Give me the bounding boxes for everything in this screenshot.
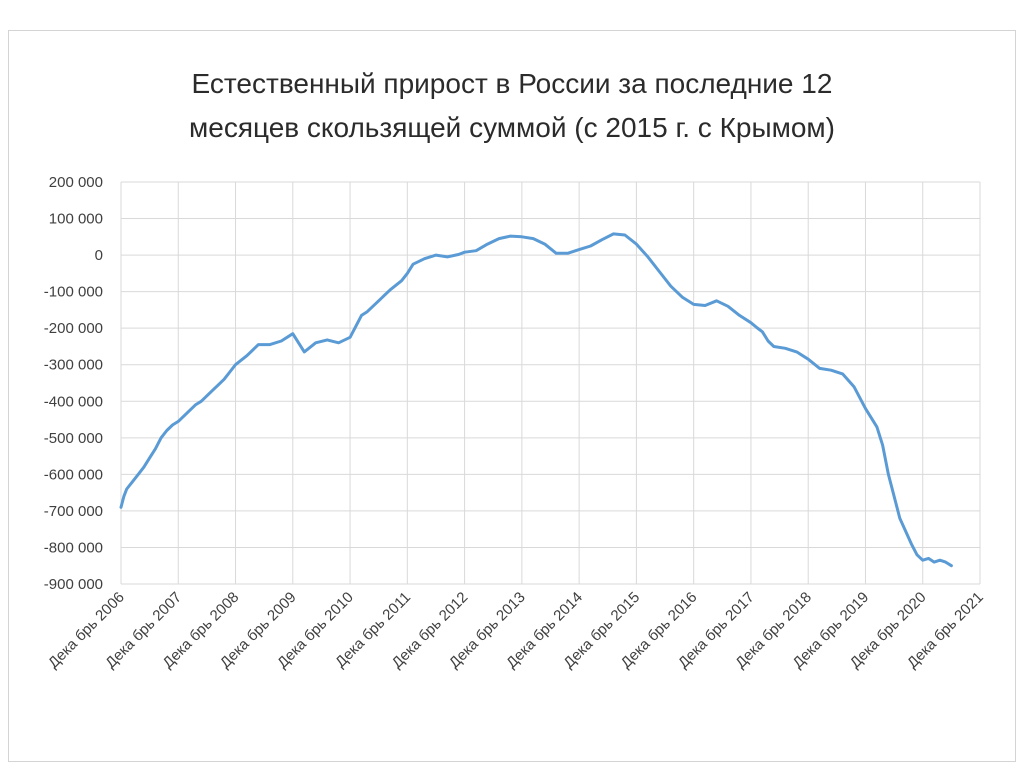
y-tick-label: -100 000 xyxy=(44,284,103,301)
y-tick-label: 100 000 xyxy=(49,211,103,228)
series-group xyxy=(119,232,953,568)
y-tick-label: -400 000 xyxy=(44,393,103,410)
y-axis-ticks: 200 000 100 000 0 -100 000 -200 000 -300 000 -… xyxy=(44,174,103,593)
y-tick-label: -600 000 xyxy=(44,466,103,483)
chart-title-line-2: месяцев скользящей суммой (с 2015 г. с К… xyxy=(189,112,835,143)
y-tick-label: -500 000 xyxy=(44,430,103,447)
gridlines xyxy=(120,181,981,585)
y-tick-label: -800 000 xyxy=(44,539,103,556)
chart-title: Естественный прирост в России за последн… xyxy=(0,62,1024,150)
y-tick-label: 0 xyxy=(95,247,103,264)
y-tick-label: -200 000 xyxy=(44,320,103,337)
chart-title-line-1: Естественный прирост в России за последн… xyxy=(191,68,833,99)
y-tick-label: 200 000 xyxy=(49,174,103,191)
y-tick-label: -300 000 xyxy=(44,357,103,374)
y-tick-label: -900 000 xyxy=(44,576,103,593)
chart-frame xyxy=(8,30,1016,762)
series-line xyxy=(119,232,953,568)
y-tick-label: -700 000 xyxy=(44,503,103,520)
